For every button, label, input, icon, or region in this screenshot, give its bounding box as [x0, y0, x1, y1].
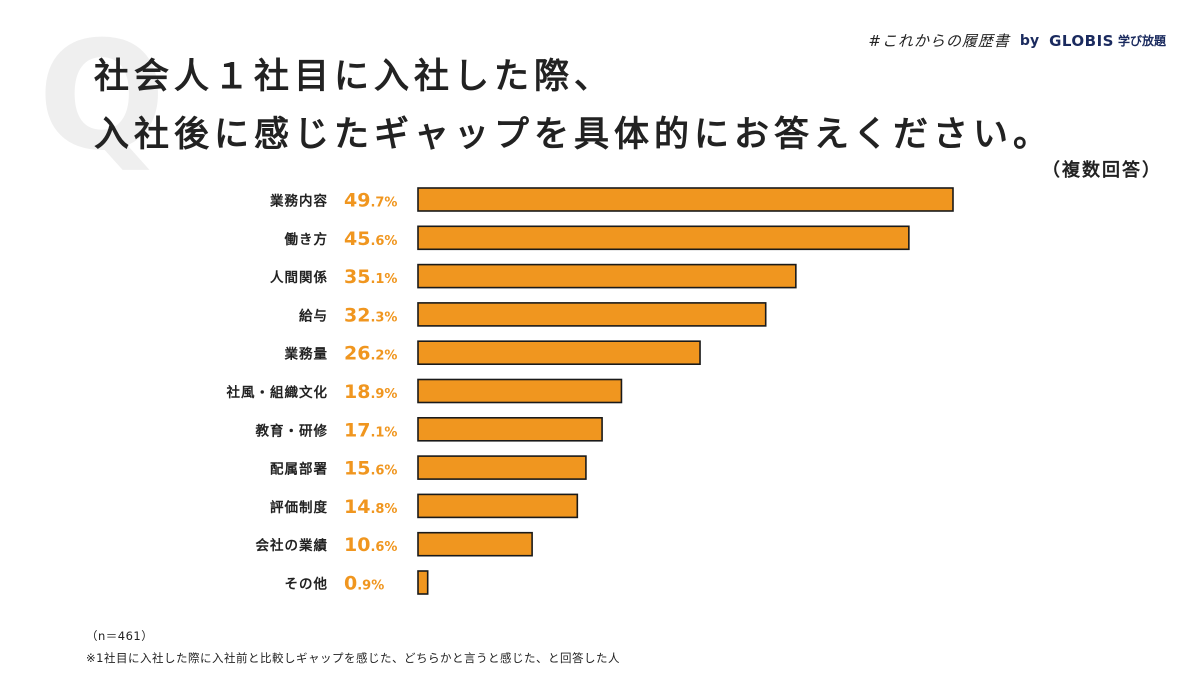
- bar-4: [417, 302, 767, 327]
- bar-5: [417, 340, 701, 366]
- value-label: 26.2%: [344, 343, 397, 365]
- bar-1: [417, 187, 954, 212]
- bar-9: [417, 493, 579, 519]
- bar-6: [417, 378, 623, 404]
- category-label: 人間関係: [270, 269, 328, 286]
- brand-by: by: [1019, 32, 1040, 49]
- bar-8: [417, 455, 587, 480]
- category-label: 評価制度: [270, 499, 328, 516]
- multiple-answer-note: （複数回答）: [1042, 160, 1162, 181]
- bar-3: [417, 263, 797, 289]
- value-label: 35.1%: [344, 266, 397, 288]
- brand-header: #これからの履歴書 by GLOBIS 学び放題: [868, 30, 1166, 51]
- value-label: 10.6%: [344, 534, 397, 556]
- title-line-1: 社会人１社目に入社した際、: [94, 57, 615, 97]
- brand-hashtag: #これからの履歴書: [868, 32, 1010, 50]
- bar-10: [417, 531, 533, 557]
- page-title: 社会人１社目に入社した際、 入社後に感じたギャップを具体的にお答えください。: [94, 48, 1174, 164]
- category-label: 教育・研修: [256, 422, 329, 439]
- footnote: ※1社目に入社した際に入社前と比較しギャップを感じた、どちらかと言うと感じた、と…: [86, 651, 620, 665]
- bar-7: [417, 416, 603, 442]
- value-label: 45.6%: [344, 228, 397, 250]
- bar-2: [417, 225, 910, 251]
- category-label: 社風・組織文化: [226, 384, 329, 401]
- value-label: 0.9%: [344, 573, 384, 595]
- globis-logo: GLOBIS: [1049, 31, 1114, 50]
- category-label: 配属部署: [270, 461, 328, 478]
- value-label: 14.8%: [344, 496, 397, 518]
- category-label: 業務量: [284, 346, 329, 363]
- sample-size-note: （n＝461）: [86, 629, 154, 643]
- value-label: 18.9%: [344, 381, 397, 403]
- category-label: その他: [285, 576, 329, 593]
- bar-11: [417, 570, 429, 595]
- value-label: 15.6%: [344, 458, 397, 480]
- question-mark-watermark: Q: [38, 10, 166, 184]
- category-label: 業務内容: [269, 193, 328, 210]
- value-label: 32.3%: [344, 304, 397, 326]
- brand-service-name: 学び放題: [1117, 34, 1166, 48]
- title-line-2: 入社後に感じたギャップを具体的にお答えください。: [94, 115, 1053, 155]
- value-label: 17.1%: [344, 419, 397, 441]
- category-label: 働き方: [284, 231, 329, 248]
- category-label: 給与: [299, 307, 328, 324]
- category-label: 会社の業績: [256, 537, 329, 554]
- value-label: 49.7%: [344, 190, 397, 212]
